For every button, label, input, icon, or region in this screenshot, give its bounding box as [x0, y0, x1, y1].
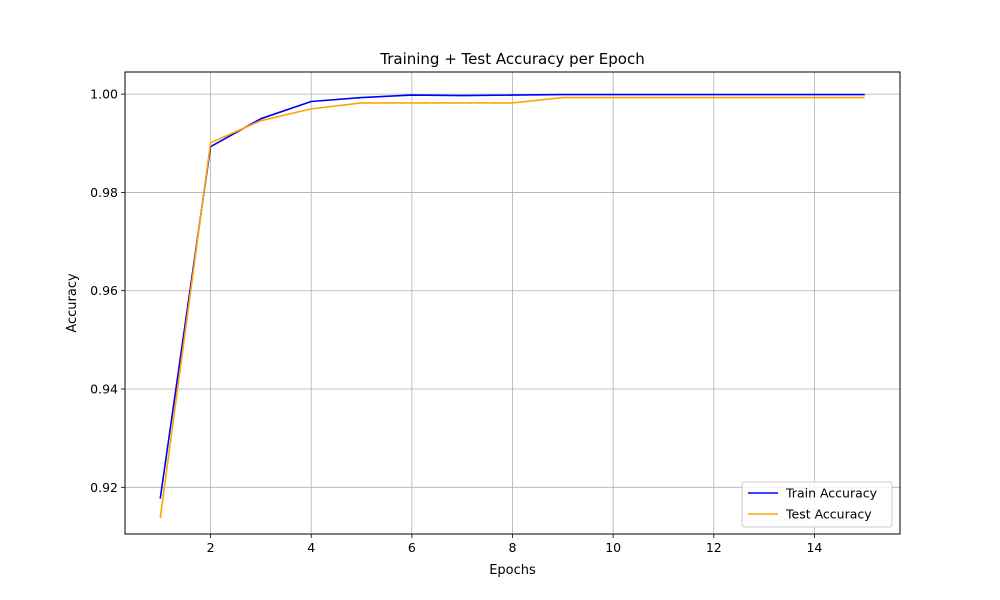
x-axis-label: Epochs	[489, 563, 536, 578]
x-tick-label: 12	[706, 540, 722, 555]
y-tick-label: 1.00	[90, 87, 118, 102]
y-tick-label: 0.96	[90, 283, 118, 298]
y-tick-label: 0.92	[90, 480, 118, 495]
grid-lines	[125, 72, 900, 534]
x-tick-label: 2	[207, 540, 215, 555]
legend-label-train: Train Accuracy	[785, 486, 878, 501]
x-tick-label: 8	[509, 540, 517, 555]
y-axis-label: Accuracy	[65, 273, 80, 333]
series-line-test	[159, 96, 865, 519]
series-line-train	[159, 93, 865, 499]
legend: Train Accuracy Test Accuracy	[741, 481, 893, 528]
x-tick-label: 14	[806, 540, 822, 555]
x-tick-label: 6	[408, 540, 416, 555]
x-tick-label: 10	[605, 540, 621, 555]
y-tick-label: 0.94	[90, 382, 118, 397]
legend-box	[741, 481, 893, 528]
x-tick-label: 4	[307, 540, 315, 555]
axis-ticks: 2 4 6 8 10 12 14 0.92 0.94 0.96 0.98 1.00	[90, 87, 822, 555]
chart-title: Training + Test Accuracy per Epoch	[379, 50, 644, 68]
y-tick-label: 0.98	[90, 185, 118, 200]
legend-label-test: Test Accuracy	[785, 507, 872, 522]
series-lines	[159, 93, 865, 519]
